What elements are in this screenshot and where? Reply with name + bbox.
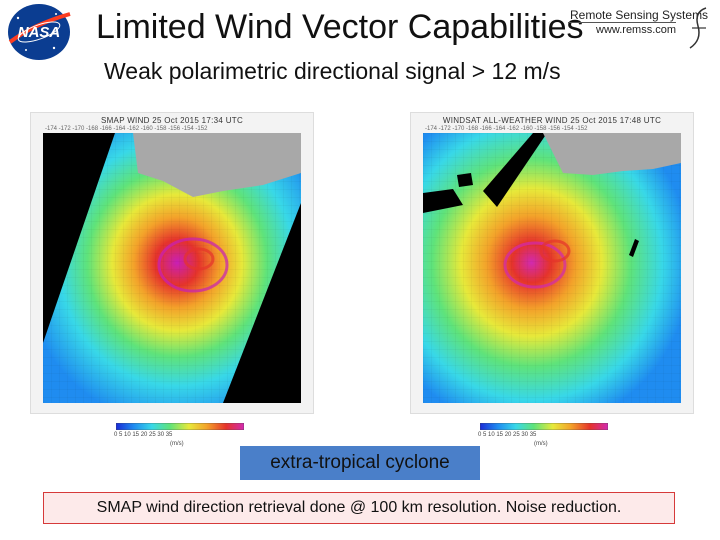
smap-colorbar-ticks: 0 5 10 15 20 25 30 35: [114, 432, 173, 438]
smap-map-longitude-ticks: -174 -172 -170 -168 -166 -164 -162 -160 …: [45, 126, 208, 132]
smap-wind-map-panel: SMAP WIND 25 Oct 2015 17:34 UTC -174 -17…: [30, 112, 314, 414]
cyclone-label-box: extra-tropical cyclone: [240, 446, 480, 480]
cyclone-label-text: extra-tropical cyclone: [270, 452, 450, 473]
smap-wind-map: [43, 133, 301, 403]
smap-colorbar-units: (m/s): [170, 441, 184, 447]
rss-logo-name: Remote Sensing Systems: [570, 8, 709, 22]
smap-map-header: SMAP WIND 25 Oct 2015 17:34 UTC: [100, 116, 244, 125]
rss-logo-divider: [568, 22, 676, 23]
smap-colorbar: [116, 423, 244, 430]
windsat-colorbar-ticks: 0 5 10 15 20 25 30 35: [478, 432, 537, 438]
nasa-logo: NASA: [8, 4, 71, 60]
windsat-map-header: WINDSAT ALL-WEATHER WIND 25 Oct 2015 17:…: [442, 116, 662, 125]
nasa-logo-text: NASA: [18, 24, 61, 41]
windsat-map-longitude-ticks: -174 -172 -170 -168 -166 -164 -162 -160 …: [425, 126, 588, 132]
windsat-colorbar: [480, 423, 608, 430]
rss-logo-mark: [689, 7, 707, 49]
slide-subtitle: Weak polarimetric directional signal > 1…: [104, 58, 561, 84]
footer-note-text: SMAP wind direction retrieval done @ 100…: [96, 499, 622, 516]
rss-logo: Remote Sensing Systems www.remss.com: [566, 6, 716, 50]
rss-logo-url: www.remss.com: [596, 24, 677, 36]
slide-title: Limited Wind Vector Capabilities: [96, 8, 584, 46]
windsat-wind-map: [423, 133, 681, 403]
windsat-wind-map-panel: WINDSAT ALL-WEATHER WIND 25 Oct 2015 17:…: [410, 112, 694, 414]
footer-note-box: SMAP wind direction retrieval done @ 100…: [43, 492, 675, 524]
windsat-colorbar-units: (m/s): [534, 441, 548, 447]
